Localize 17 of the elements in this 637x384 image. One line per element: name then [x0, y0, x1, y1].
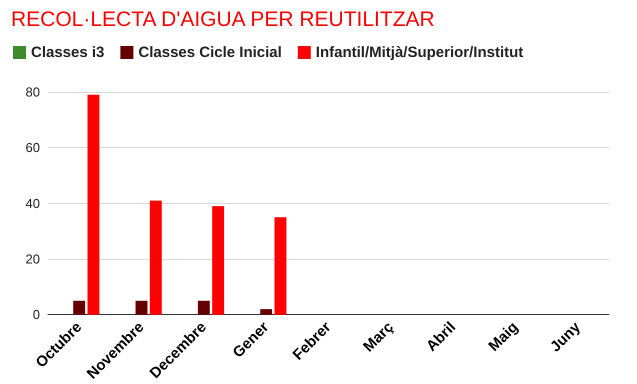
- y-tick-label: 40: [26, 196, 40, 211]
- chart-title: RECOL·LECTA D'AIGUA PER REUTILITZAR: [11, 8, 435, 31]
- legend-label: Classes Cicle Inicial: [138, 44, 282, 61]
- bar: [212, 206, 224, 315]
- bar: [88, 94, 100, 315]
- legend-label: Infantil/Mitjà/Superior/Institut: [316, 44, 524, 61]
- bar: [136, 300, 148, 315]
- bar: [150, 200, 162, 315]
- bar: [260, 309, 272, 315]
- y-tick-label: 60: [26, 140, 40, 156]
- bar: [274, 217, 286, 315]
- y-tick-label: 80: [26, 84, 40, 100]
- y-tick-label: 20: [26, 252, 40, 267]
- bar: [73, 300, 86, 315]
- y-tick-label: 0: [32, 307, 40, 322]
- legend-label: Classes i3: [31, 44, 104, 61]
- bar: [198, 300, 210, 315]
